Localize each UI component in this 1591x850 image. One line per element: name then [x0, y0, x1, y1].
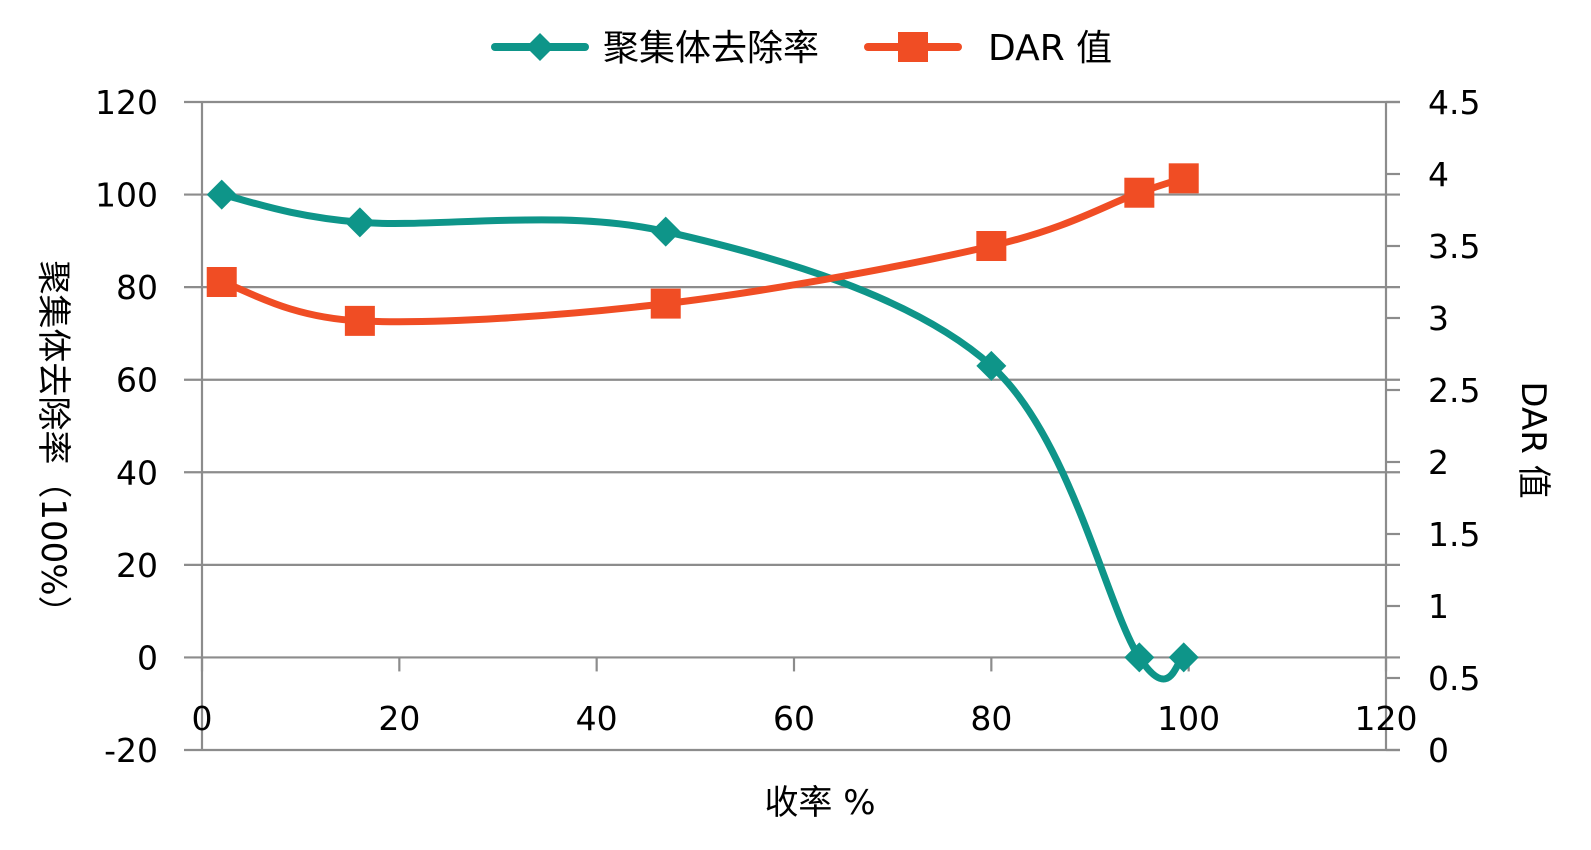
- y-left-tick-label: -20: [104, 731, 158, 770]
- y-right-tick-label: 4: [1428, 155, 1449, 194]
- legend: 聚集体去除率 DAR 值: [491, 28, 1112, 69]
- y-left-tick-label: 20: [116, 546, 158, 585]
- y-right-tick-label: 1: [1428, 587, 1449, 626]
- data-point-dar: [206, 267, 237, 297]
- x-tick-label: 80: [970, 699, 1012, 738]
- gridlines: [184, 100, 1400, 659]
- y-left-axis-title: 聚集体去除率（100%）: [33, 260, 73, 629]
- series-line-dar: [218, 174, 1188, 326]
- y-right-tick-label: 4.5: [1428, 83, 1480, 122]
- legend-marker-square: [898, 32, 928, 62]
- y-left-tick-labels: -20 0 20 40 60 80 100 120: [95, 83, 158, 770]
- y-right-tick-label: 3: [1428, 299, 1449, 338]
- y-right-tick-label: 0.5: [1428, 659, 1480, 698]
- data-point-aggregate-removal: [1124, 642, 1155, 673]
- x-tick-label: 40: [576, 699, 618, 738]
- data-point-dar: [1124, 177, 1155, 208]
- y-right-tick-label: 3.5: [1428, 227, 1480, 266]
- x-tick-label: 100: [1157, 699, 1220, 738]
- data-point-aggregate-removal: [344, 207, 375, 238]
- y-right-tick-label: 2: [1428, 443, 1449, 482]
- data-point-aggregate-removal: [976, 350, 1007, 381]
- legend-marker-diamond: [526, 33, 554, 61]
- y-right-tick-label: 2.5: [1428, 371, 1480, 410]
- data-point-aggregate-removal: [206, 179, 237, 210]
- series-line-aggregate-removal: [218, 191, 1188, 683]
- data-point-dar: [650, 288, 681, 319]
- y-left-tick-label: 100: [95, 176, 158, 215]
- x-tick-label: 120: [1355, 699, 1418, 738]
- x-tick-label: 0: [192, 699, 213, 738]
- series-layer: [206, 163, 1199, 683]
- data-point-dar: [1168, 163, 1199, 194]
- y-left-tick-label: 80: [116, 268, 158, 307]
- data-point-dar: [976, 231, 1007, 261]
- y-right-tick-labels: 0 0.5 1 1.5 2 2.5 3 3.5 4 4.5: [1428, 83, 1480, 770]
- legend-label-aggregate-removal: 聚集体去除率: [603, 28, 819, 69]
- data-point-aggregate-removal: [650, 216, 681, 247]
- data-point-dar: [344, 305, 375, 336]
- x-tick-label: 20: [378, 699, 420, 738]
- y-left-tick-label: 40: [116, 453, 158, 492]
- y-left-tick-label: 0: [137, 638, 158, 677]
- x-tick-labels: 0 20 40 60 80 100 120: [192, 699, 1418, 738]
- data-point-aggregate-removal: [1168, 642, 1199, 673]
- x-axis-title: 收率 %: [764, 783, 875, 823]
- y-right-axis-title: DAR 值: [1513, 381, 1553, 498]
- y-left-tick-label: 120: [95, 83, 158, 122]
- axes: [184, 100, 1400, 752]
- y-right-tick-label: 1.5: [1428, 515, 1480, 554]
- legend-item-dar: DAR 值: [864, 28, 1112, 69]
- x-tick-label: 60: [773, 699, 815, 738]
- y-left-tick-label: 60: [116, 361, 158, 400]
- legend-item-aggregate-removal: 聚集体去除率: [491, 28, 819, 69]
- y-right-tick-label: 0: [1428, 731, 1449, 770]
- legend-label-dar: DAR 值: [988, 28, 1112, 69]
